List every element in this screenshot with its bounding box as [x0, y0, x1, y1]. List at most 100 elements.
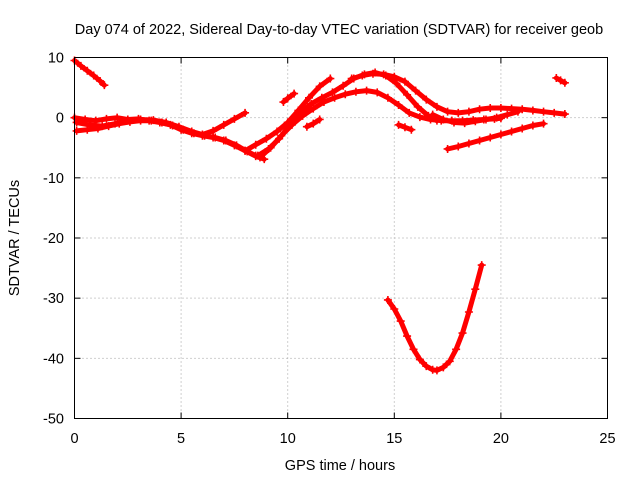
data-point	[174, 122, 183, 131]
data-point	[96, 76, 105, 85]
series-trace	[445, 121, 546, 152]
y-tick-label: -20	[43, 231, 64, 247]
data-point	[307, 99, 316, 108]
data-point	[556, 76, 565, 85]
data-point	[454, 142, 463, 151]
data-point	[428, 110, 437, 119]
data-point	[471, 285, 480, 294]
x-tick-label: 25	[599, 431, 615, 447]
data-layer	[70, 56, 569, 375]
data-point	[339, 81, 348, 90]
data-point	[432, 366, 441, 375]
x-tick-label: 10	[280, 431, 296, 447]
data-point	[330, 93, 339, 102]
data-point	[411, 86, 420, 95]
data-point	[98, 122, 107, 131]
data-point	[362, 86, 371, 95]
data-point	[471, 117, 480, 126]
data-point	[279, 98, 288, 107]
data-point	[298, 111, 307, 120]
data-point	[486, 104, 495, 113]
data-point	[486, 133, 495, 142]
y-tick-label: 10	[48, 51, 64, 67]
data-point	[83, 66, 92, 75]
data-point	[528, 106, 537, 115]
data-point	[409, 345, 418, 354]
data-point	[221, 136, 230, 145]
data-point	[111, 119, 120, 128]
x-tick-label: 5	[177, 431, 185, 447]
data-point	[422, 95, 431, 104]
data-point	[464, 308, 473, 317]
data-point	[72, 118, 81, 127]
x-axis-label: GPS time / hours	[285, 458, 395, 474]
data-point	[232, 141, 241, 150]
data-point	[255, 153, 264, 162]
tick-label-layer: 0 5 10 15 20 25 -50 -40 -30 -20 -10 0 10	[43, 51, 616, 448]
data-point	[326, 74, 335, 83]
data-point	[305, 93, 314, 102]
data-point	[405, 108, 414, 117]
data-point	[426, 115, 435, 124]
y-tick-label: -30	[43, 291, 64, 307]
series-arc-9	[302, 115, 324, 131]
series-arc-8	[279, 89, 299, 107]
data-point	[230, 114, 239, 123]
data-point	[85, 120, 94, 129]
data-point	[149, 116, 158, 125]
data-point	[492, 113, 501, 122]
y-tick-label: -40	[43, 351, 64, 367]
data-point	[518, 124, 527, 133]
data-point	[475, 136, 484, 145]
chart-title: Day 074 of 2022, Sidereal Day-to-day VTE…	[75, 22, 603, 38]
data-point	[400, 123, 409, 132]
data-point	[368, 69, 377, 78]
series-arc-15	[383, 261, 486, 375]
series-arc-14	[552, 73, 569, 87]
data-point	[72, 126, 81, 135]
data-point	[496, 130, 505, 139]
data-point	[309, 104, 318, 113]
y-tick-label: 0	[56, 111, 64, 127]
y-tick-label: -50	[43, 412, 64, 428]
data-point	[496, 104, 505, 113]
data-point	[390, 72, 399, 81]
data-point	[123, 116, 132, 125]
data-point	[439, 115, 448, 124]
data-point	[507, 127, 516, 136]
data-point	[290, 89, 299, 98]
data-point	[550, 108, 559, 117]
data-point	[277, 131, 286, 140]
data-point	[287, 120, 296, 129]
data-point	[394, 120, 403, 129]
data-point	[443, 107, 452, 116]
data-point	[198, 130, 207, 139]
data-point	[503, 110, 512, 119]
data-point	[458, 329, 467, 338]
data-point	[403, 90, 412, 99]
data-point	[560, 110, 569, 119]
data-point	[262, 134, 271, 143]
data-point	[162, 118, 171, 127]
data-point	[102, 114, 111, 123]
data-point	[539, 119, 548, 128]
data-point	[328, 88, 337, 97]
data-point	[113, 113, 122, 122]
data-point	[309, 119, 318, 128]
series-arc-13	[443, 119, 548, 153]
data-point	[136, 115, 145, 124]
data-point	[539, 107, 548, 116]
data-point	[518, 105, 527, 114]
data-point	[481, 115, 490, 124]
data-point	[341, 90, 350, 99]
data-point	[449, 118, 458, 127]
y-tick-label: -10	[43, 171, 64, 187]
data-point	[89, 71, 98, 80]
series-arc-1	[70, 56, 109, 90]
data-point	[383, 295, 392, 304]
data-point	[315, 115, 324, 124]
series-trace	[385, 262, 485, 373]
data-point	[415, 355, 424, 364]
data-point	[513, 107, 522, 116]
data-point	[379, 70, 388, 79]
